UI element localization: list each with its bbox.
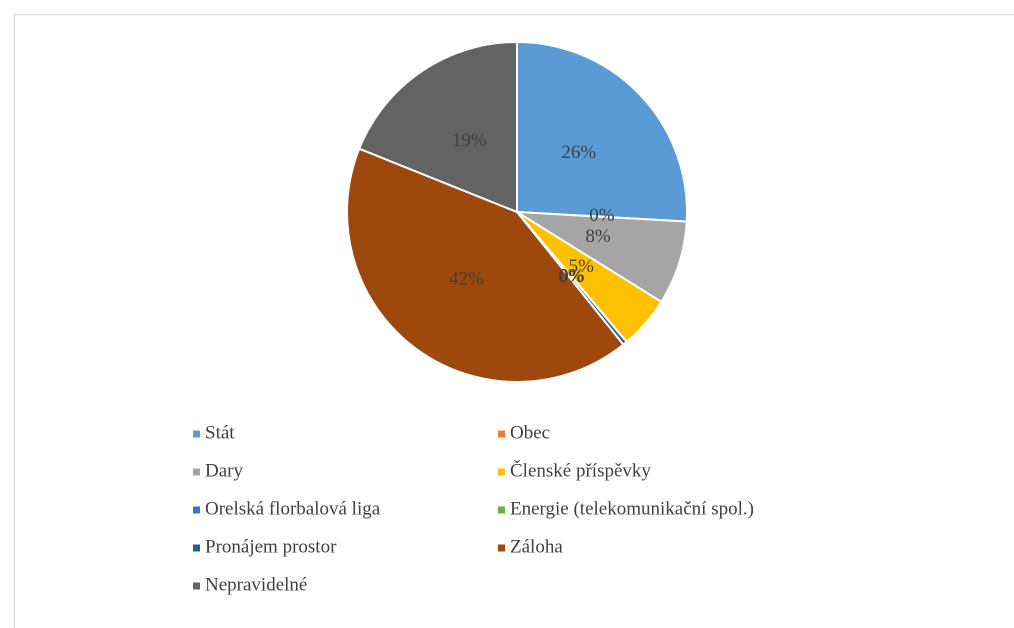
legend-marker [498, 506, 505, 514]
pie-slice [346, 147, 625, 383]
legend-marker [193, 506, 200, 514]
legend-label: Energie (telekomunikační spol.) [510, 498, 754, 519]
legend-label: Pronájem prostor [205, 536, 337, 557]
legend-label: Obec [510, 422, 550, 443]
legend-label: Stát [205, 422, 235, 443]
legend-marker [498, 544, 505, 552]
pie-slice [357, 40, 518, 214]
legend-marker [498, 468, 505, 476]
legend-label: Záloha [510, 536, 563, 557]
legend-label: Členské příspěvky [510, 459, 651, 481]
legend-marker [498, 430, 505, 438]
data-label: 8% [585, 226, 611, 247]
data-label: 0% [559, 265, 585, 286]
legend-marker [193, 468, 200, 476]
data-label: 0% [589, 205, 615, 226]
legend-marker [193, 544, 200, 552]
legend-marker [193, 430, 200, 438]
data-label: 0% [559, 265, 585, 286]
data-label: 0% [558, 266, 584, 287]
data-label: 26% [561, 142, 596, 163]
legend-label: Orelská florbalová liga [205, 498, 381, 519]
legend-marker [193, 582, 200, 590]
data-label: 5% [569, 256, 595, 277]
pie-slice [516, 40, 688, 223]
legend-label: Nepravidelné [205, 574, 307, 595]
legend-label: Dary [205, 460, 243, 481]
data-label: 42% [449, 269, 484, 290]
data-label: 19% [452, 130, 487, 151]
